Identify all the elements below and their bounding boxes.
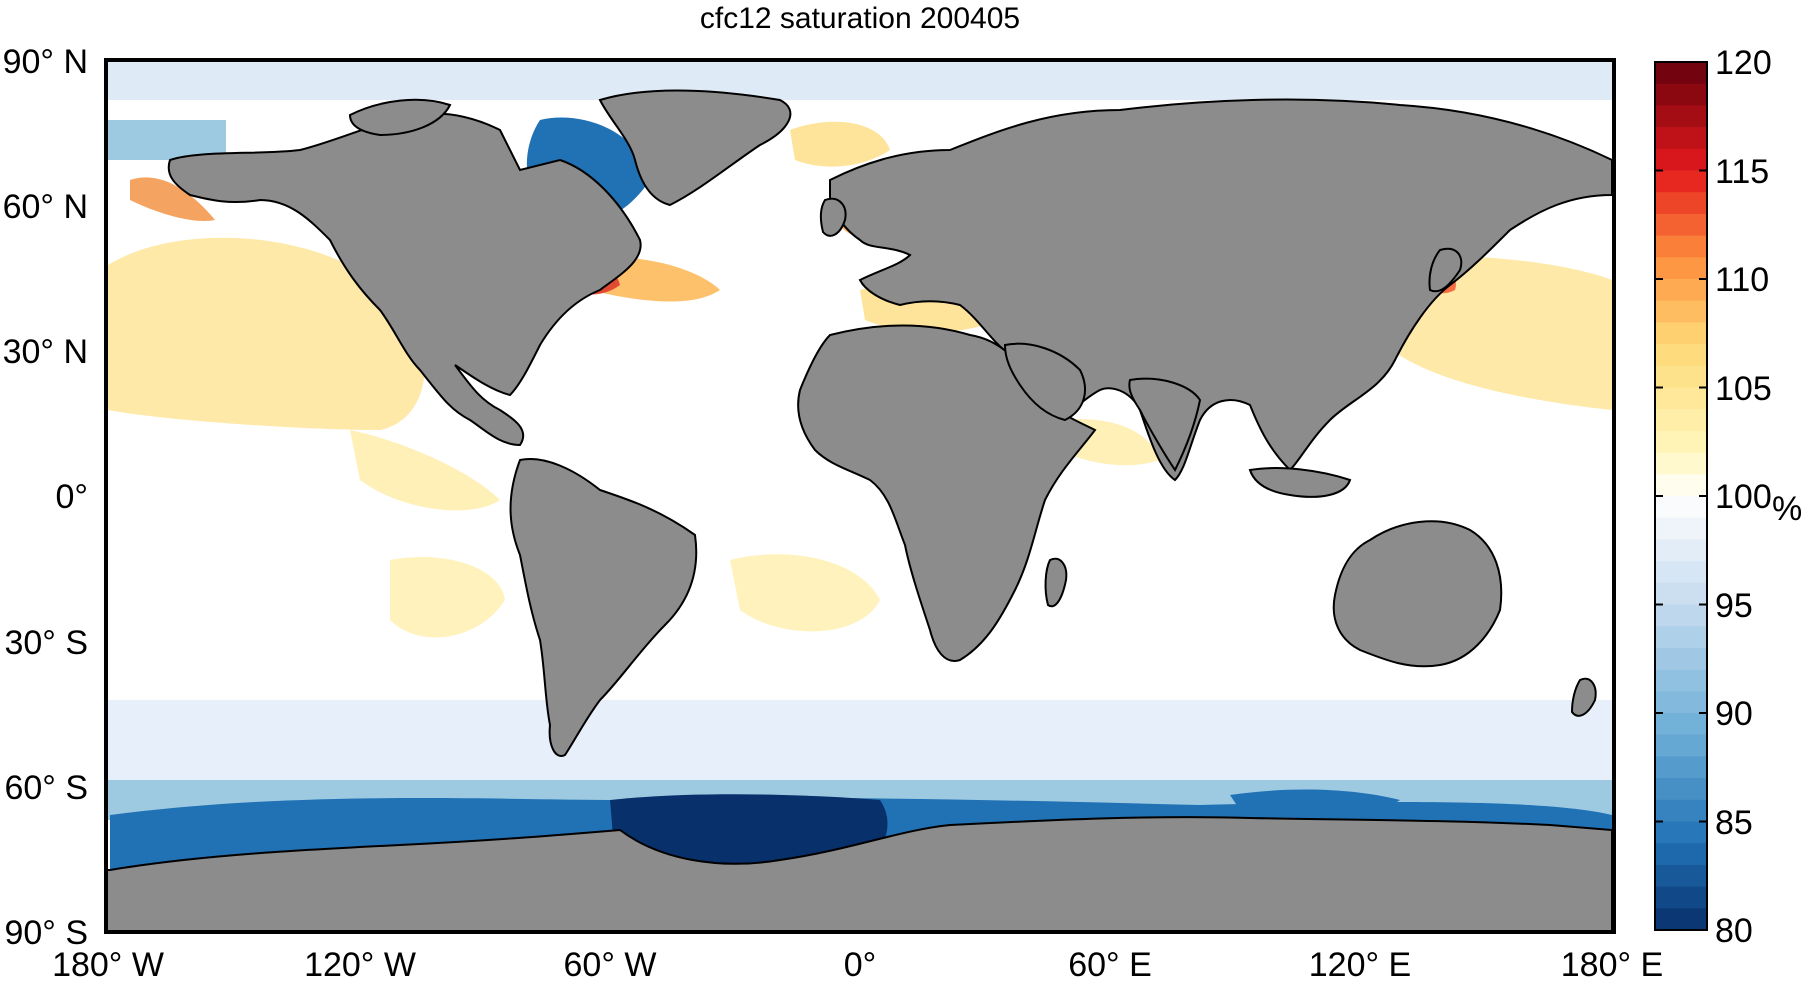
arctic-band bbox=[106, 60, 1614, 100]
colorbar-step bbox=[1655, 300, 1707, 323]
colorbar-unit: % bbox=[1772, 490, 1802, 528]
lat-label-0: 0° bbox=[55, 478, 88, 516]
lon-label-0: 0° bbox=[844, 946, 877, 984]
land-masses bbox=[106, 89, 1613, 932]
colorbar-step bbox=[1655, 148, 1707, 172]
colorbar-step bbox=[1655, 582, 1707, 606]
norwegian-sea-supersat bbox=[790, 121, 890, 167]
land-south-america bbox=[509, 458, 698, 757]
colorbar-step bbox=[1655, 62, 1707, 85]
colorbar-step bbox=[1655, 192, 1707, 215]
land-canadian-archipelago bbox=[348, 98, 452, 137]
lon-label-120e: 120° E bbox=[1309, 946, 1411, 984]
colorbar-tick-100: 100 bbox=[1715, 478, 1772, 516]
colorbar-step bbox=[1655, 279, 1707, 302]
map-panel bbox=[106, 60, 1614, 932]
lon-label-120w: 120° W bbox=[304, 946, 416, 984]
colorbar-step bbox=[1655, 908, 1707, 931]
land-arabia bbox=[1003, 342, 1086, 422]
colorbar-tick-85: 85 bbox=[1715, 804, 1753, 842]
colorbar-step bbox=[1655, 756, 1707, 779]
colorbar-steps bbox=[1655, 62, 1707, 931]
lon-label-60w: 60° W bbox=[564, 946, 657, 984]
colorbar-step bbox=[1655, 83, 1707, 106]
lon-label-180w: 180° W bbox=[52, 946, 164, 984]
lon-label-180e: 180° E bbox=[1561, 946, 1663, 984]
colorbar-step bbox=[1655, 387, 1707, 410]
land-eurasia bbox=[829, 98, 1613, 482]
colorbar-step bbox=[1655, 799, 1707, 823]
land-greenland bbox=[598, 89, 792, 207]
colorbar-step bbox=[1655, 235, 1707, 258]
colorbar-step bbox=[1655, 474, 1707, 497]
colorbar-tick-110: 110 bbox=[1715, 261, 1769, 299]
colorbar-step bbox=[1655, 257, 1707, 280]
lat-label-90s: 90° S bbox=[4, 914, 88, 952]
colorbar-tick-90: 90 bbox=[1715, 695, 1753, 733]
east-pacific-supersat bbox=[350, 430, 500, 511]
colorbar-step bbox=[1655, 734, 1707, 757]
colorbar-step bbox=[1655, 821, 1707, 844]
colorbar-step bbox=[1655, 778, 1707, 801]
map-title: cfc12 saturation 200405 bbox=[700, 2, 1020, 35]
land-australia bbox=[1332, 520, 1503, 668]
lon-label-60e: 60° E bbox=[1068, 946, 1152, 984]
colorbar-step bbox=[1655, 365, 1707, 389]
land-indonesia bbox=[1248, 467, 1352, 498]
colorbar-step bbox=[1655, 561, 1707, 584]
colorbar-step bbox=[1655, 669, 1707, 692]
colorbar-step bbox=[1655, 105, 1707, 128]
colorbar-step bbox=[1655, 713, 1707, 736]
colorbar-step bbox=[1655, 691, 1707, 714]
land-madagascar bbox=[1044, 557, 1068, 608]
lat-label-90n: 90° N bbox=[3, 43, 88, 81]
land-antarctica bbox=[106, 816, 1613, 932]
colorbar-step bbox=[1655, 886, 1707, 909]
latitude-axis: 90° N 60° N 30° N 0° 30° S 60° S 90° S bbox=[3, 43, 88, 952]
gulf-of-alaska-supersat bbox=[130, 177, 215, 221]
colorbar-tick-105: 105 bbox=[1715, 370, 1772, 408]
colorbar-step bbox=[1655, 213, 1707, 237]
land-japan bbox=[1428, 247, 1463, 293]
colorbar-step bbox=[1655, 647, 1707, 671]
colorbar: 120 115 110 105 100 95 90 85 80 % bbox=[1654, 44, 1802, 950]
kerguelen-undersat bbox=[1230, 789, 1400, 813]
colorbar-tick-120: 120 bbox=[1715, 44, 1772, 82]
lat-label-30n: 30° N bbox=[3, 333, 88, 371]
colorbar-step bbox=[1655, 430, 1707, 454]
colorbar-step bbox=[1655, 127, 1707, 150]
colorbar-step bbox=[1655, 344, 1707, 367]
colorbar-ticks: 120 115 110 105 100 95 90 85 80 bbox=[1655, 44, 1772, 950]
north-pacific-supersat bbox=[108, 237, 425, 430]
lat-label-60n: 60° N bbox=[3, 188, 88, 226]
south-atlantic-supersat bbox=[730, 554, 880, 632]
map-frame bbox=[104, 58, 1616, 934]
lat-label-30s: 30° S bbox=[4, 624, 88, 662]
colorbar-step bbox=[1655, 496, 1707, 519]
colorbar-step bbox=[1655, 626, 1707, 649]
south-pacific-supersat bbox=[390, 556, 505, 638]
colorbar-step bbox=[1655, 864, 1707, 888]
colorbar-step bbox=[1655, 170, 1707, 193]
colorbar-step bbox=[1655, 322, 1707, 345]
colorbar-tick-80: 80 bbox=[1715, 912, 1753, 950]
colorbar-step bbox=[1655, 517, 1707, 540]
colorbar-step bbox=[1655, 452, 1707, 475]
colorbar-tick-115: 115 bbox=[1715, 153, 1769, 191]
lat-label-60s: 60° S bbox=[4, 769, 88, 807]
colorbar-step bbox=[1655, 843, 1707, 866]
colorbar-step bbox=[1655, 604, 1707, 627]
land-indian-subcontinent bbox=[1128, 377, 1202, 472]
southern-ocean-mild bbox=[106, 700, 1614, 780]
land-new-zealand bbox=[1570, 677, 1597, 717]
land-uk bbox=[819, 197, 847, 237]
colorbar-tick-95: 95 bbox=[1715, 587, 1753, 625]
colorbar-step bbox=[1655, 539, 1707, 562]
land-north-america bbox=[167, 112, 642, 447]
longitude-axis: 180° W 120° W 60° W 0° 60° E 120° E 180°… bbox=[52, 946, 1663, 984]
colorbar-step bbox=[1655, 409, 1707, 432]
